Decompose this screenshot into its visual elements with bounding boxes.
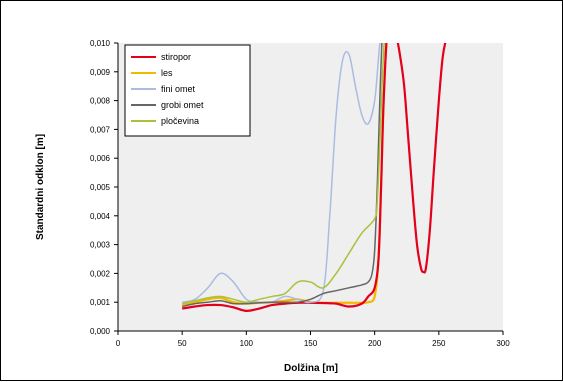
y-tick-label: 0,002 xyxy=(90,269,111,278)
legend-label-grobi-omet: grobi omet xyxy=(161,100,204,110)
y-tick-label: 0,005 xyxy=(90,183,111,192)
y-tick-label: 0,006 xyxy=(90,154,111,163)
series-line-fini-omet xyxy=(182,43,381,304)
series-layer xyxy=(181,43,447,312)
y-axis-title: Standardni odklon [m] xyxy=(35,134,46,240)
x-tick-label: 250 xyxy=(432,339,446,348)
y-tick-label: 0,004 xyxy=(90,212,111,221)
ticks-layer: 0 50 100 150 200 250 300 0,000 0,001 0,002 0,003 0,… xyxy=(90,39,510,348)
legend-label-plocevina: pločevina xyxy=(161,116,199,126)
x-tick-label: 100 xyxy=(240,339,254,348)
y-tick-label: 0,008 xyxy=(90,97,111,106)
series-line-grobi-omet xyxy=(182,43,383,308)
legend-label-fini-omet: fini omet xyxy=(161,84,196,94)
x-tick-label: 200 xyxy=(368,339,382,348)
legend: stiropor les fini omet grobi omet pločevina xyxy=(124,44,251,137)
y-tick-label: 0,009 xyxy=(90,68,111,77)
x-tick-label: 300 xyxy=(496,339,510,348)
x-tick-label: 50 xyxy=(178,339,187,348)
y-tick-label: 0,007 xyxy=(90,125,111,134)
legend-label-les: les xyxy=(161,68,173,78)
x-tick-label: 0 xyxy=(116,339,121,348)
y-tick-label: 0,001 xyxy=(90,298,111,307)
y-tick-label: 0,010 xyxy=(90,39,111,48)
series-line-plocevina xyxy=(182,43,385,305)
x-axis-title: Dolžina [m] xyxy=(284,363,338,374)
y-tick-label: 0,003 xyxy=(90,241,111,250)
legend-label-stiropor: stiropor xyxy=(161,52,191,62)
series-line-stiropor xyxy=(181,43,447,312)
x-tick-label: 150 xyxy=(304,339,318,348)
y-tick-label: 0,000 xyxy=(90,327,111,336)
